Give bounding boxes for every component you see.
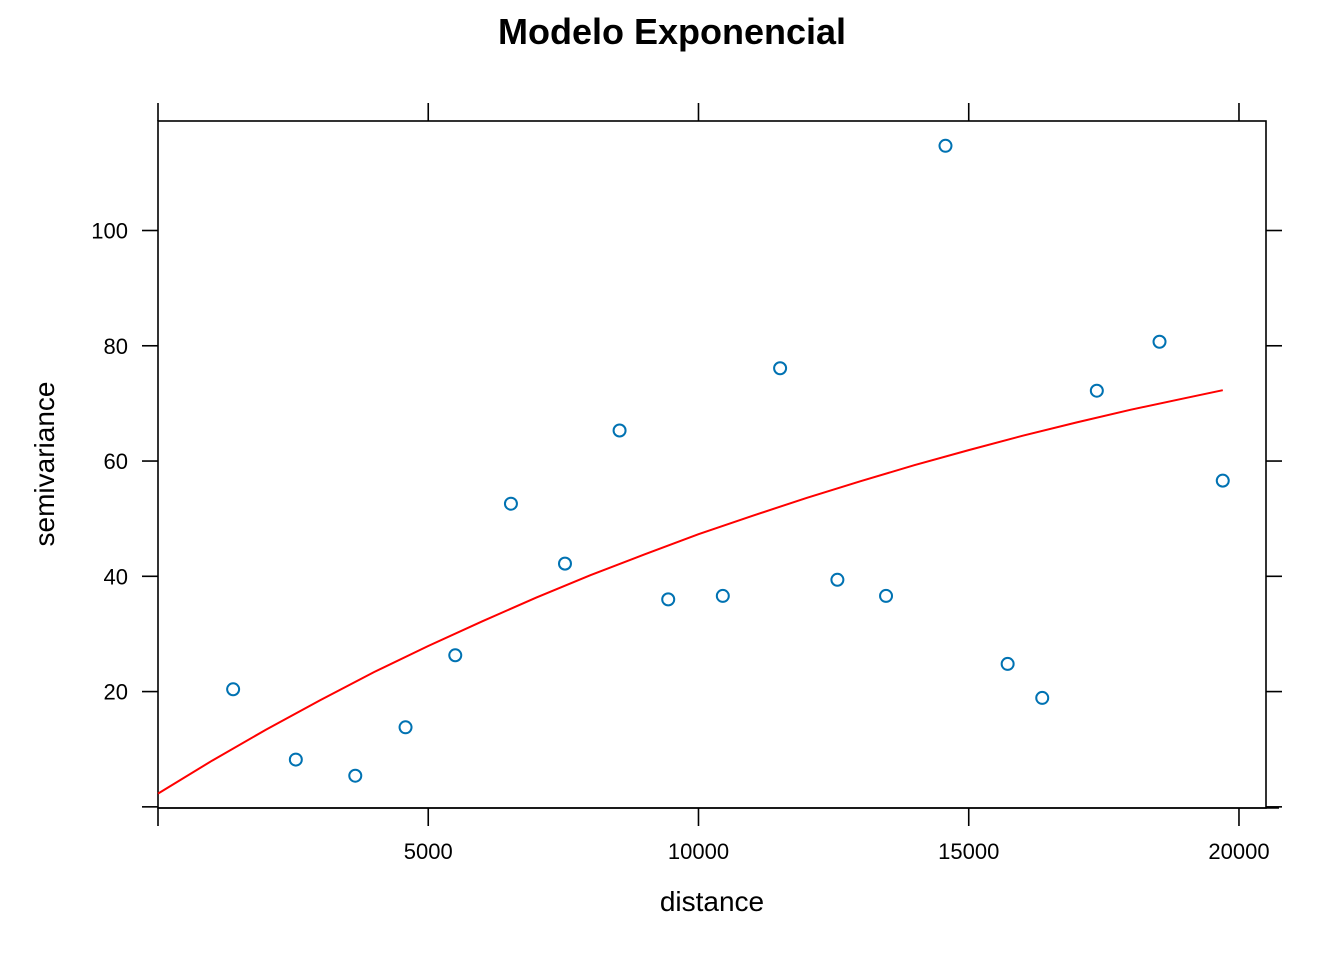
chart-title: Modelo Exponencial xyxy=(498,11,846,52)
y-tick-label: 40 xyxy=(104,564,128,589)
x-axis-label: distance xyxy=(660,886,764,917)
data-point xyxy=(938,138,953,153)
data-point xyxy=(773,361,788,376)
y-tick-label: 80 xyxy=(104,334,128,359)
y-axis-right xyxy=(1266,229,1282,808)
data-point xyxy=(348,768,363,783)
x-tick-label: 5000 xyxy=(404,839,453,864)
data-point xyxy=(1035,690,1050,705)
data-point xyxy=(503,496,518,511)
data-point xyxy=(1089,383,1104,398)
data-point xyxy=(1000,656,1015,671)
data-point xyxy=(661,592,676,607)
data-point xyxy=(715,588,730,603)
y-tick-label: 60 xyxy=(104,449,128,474)
model-line-layer xyxy=(157,389,1224,795)
data-point xyxy=(830,572,845,587)
plot-frame xyxy=(157,120,1267,809)
x-tick-label: 20000 xyxy=(1208,839,1269,864)
data-point xyxy=(288,752,303,767)
x-axis-top xyxy=(157,103,1240,121)
data-point xyxy=(1215,473,1230,488)
data-point xyxy=(557,556,572,571)
y-axis-label: semivariance xyxy=(29,382,60,547)
data-point xyxy=(612,423,627,438)
x-tick-label: 10000 xyxy=(668,839,729,864)
data-point xyxy=(226,682,241,697)
y-tick-label: 100 xyxy=(91,219,128,244)
data-point xyxy=(398,720,413,735)
data-point xyxy=(448,648,463,663)
x-axis-bottom: 5000 10000 15000 20000 xyxy=(157,807,1279,864)
data-point xyxy=(879,588,894,603)
data-point xyxy=(1152,334,1167,349)
x-tick-label: 15000 xyxy=(938,839,999,864)
y-tick-label: 20 xyxy=(104,680,128,705)
points-layer xyxy=(226,138,1230,783)
y-axis-left: 20 40 60 80 100 xyxy=(91,219,158,808)
model-line xyxy=(157,389,1224,795)
